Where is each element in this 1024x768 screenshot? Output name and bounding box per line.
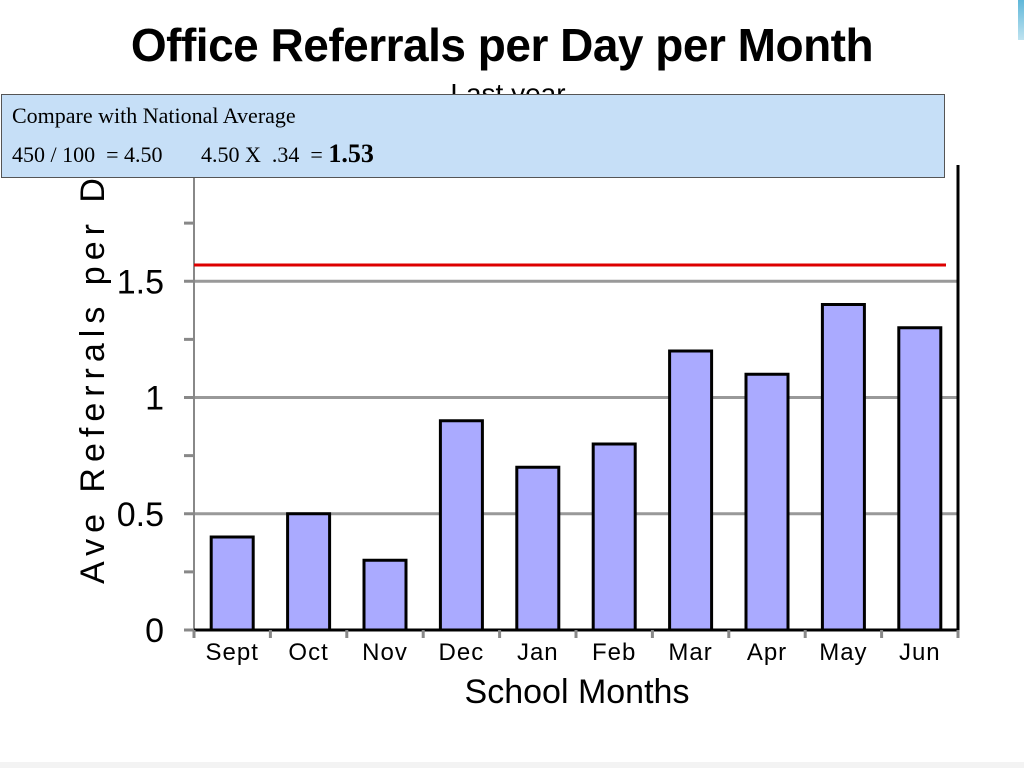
bar: [515, 465, 561, 632]
callout-heading: Compare with National Average: [12, 103, 296, 128]
x-tick-label: Sept: [206, 639, 259, 666]
bar: [668, 349, 714, 632]
bar: [286, 512, 332, 632]
y-tick-labels: 0 0.5 1 1.5: [117, 263, 164, 650]
x-tick-label: May: [819, 639, 867, 666]
y-tick-label: 1: [145, 380, 164, 418]
x-axis-title: School Months: [465, 673, 690, 711]
calc-left: 450 / 100 = 4.50: [12, 142, 163, 167]
bar: [209, 535, 255, 632]
bar: [438, 419, 484, 632]
callout-calculation: 450 / 100 = 4.50 4.50 X .34 = 1.53: [12, 139, 374, 169]
x-tick-label: Nov: [362, 639, 408, 666]
x-tick-labels: Sept Oct Nov Dec Jan Feb Mar Apr May Jun: [206, 639, 941, 666]
calc-result: 1.53: [328, 139, 374, 168]
bar: [744, 372, 790, 632]
chart-title: Office Referrals per Day per Month: [130, 19, 874, 71]
callout-box: Compare with National Average 450 / 100 …: [1, 94, 945, 178]
bar: [820, 303, 866, 632]
edge-accent-bar: [1018, 0, 1024, 40]
bars: [209, 303, 943, 632]
bar: [591, 442, 637, 632]
x-tick-label: Jan: [517, 639, 559, 666]
x-tick-label: Oct: [288, 639, 328, 666]
calc-mid: 4.50 X .34 =: [201, 142, 329, 167]
x-tick-label: Apr: [747, 639, 787, 666]
x-tick-label: Jun: [899, 639, 941, 666]
x-tick-label: Feb: [592, 639, 636, 666]
y-tick-label: 0.5: [117, 496, 164, 534]
y-tick-label: 1.5: [117, 263, 164, 301]
y-axis-title: Ave Referrals per Day: [74, 124, 112, 584]
x-tick-label: Mar: [668, 639, 712, 666]
footer-strip: [0, 762, 1024, 768]
y-tick-label: 0: [145, 612, 164, 650]
x-tick-label: Dec: [439, 639, 485, 666]
bar: [362, 558, 408, 632]
bar: [897, 326, 943, 632]
